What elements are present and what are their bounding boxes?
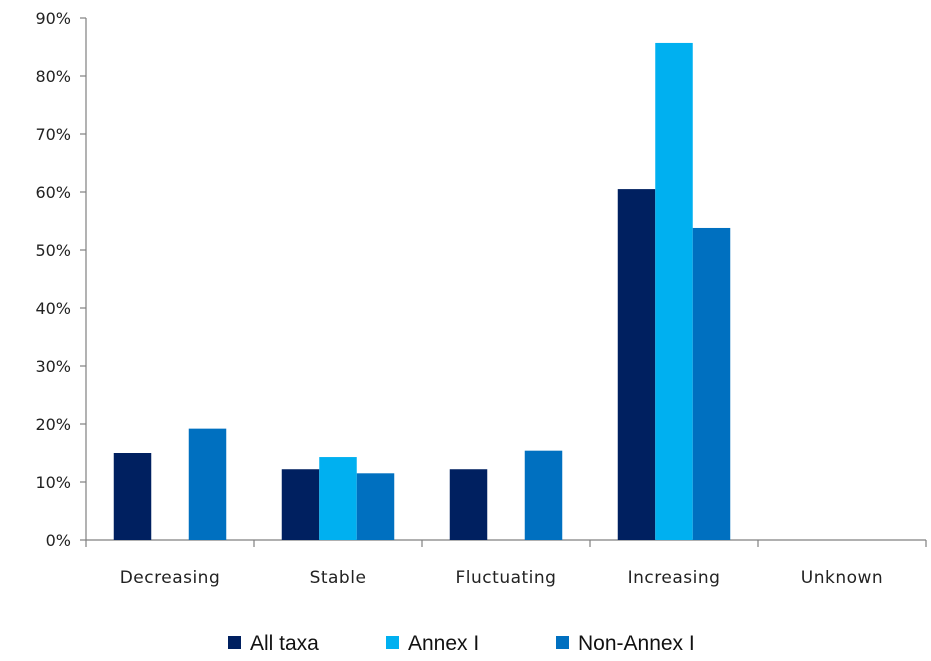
bars xyxy=(113,42,731,540)
y-axis: 0% 10% 20% 30% 40% 50% 60% 70% 80% 90% xyxy=(35,9,87,550)
legend-swatch xyxy=(228,636,241,649)
x-category-label: Unknown xyxy=(801,568,883,588)
y-tick-label: 50% xyxy=(35,241,71,260)
x-category-label: Increasing xyxy=(628,568,721,588)
legend-label: All taxa xyxy=(250,632,319,655)
y-tick-label: 30% xyxy=(35,357,71,376)
bar-non-annex-i xyxy=(356,473,395,540)
x-category-label: Stable xyxy=(310,568,367,588)
bar-annex-i xyxy=(319,457,357,540)
y-tick-label: 70% xyxy=(35,125,71,144)
x-category-label: Decreasing xyxy=(120,568,221,588)
y-tick-label: 80% xyxy=(35,67,71,86)
legend-swatch xyxy=(556,636,569,649)
legend-label: Non-Annex I xyxy=(578,632,695,655)
legend: All taxa Annex I Non-Annex I xyxy=(228,632,695,655)
x-category-label: Fluctuating xyxy=(456,568,557,588)
bar-non-annex-i xyxy=(524,450,563,540)
legend-label: Annex I xyxy=(408,632,479,655)
y-tick-label: 40% xyxy=(35,299,71,318)
bar-all-taxa xyxy=(113,453,152,540)
bar-annex-i xyxy=(655,42,693,540)
y-tick-label: 90% xyxy=(35,9,71,28)
y-tick-label: 60% xyxy=(35,183,71,202)
bar-all-taxa xyxy=(449,469,488,540)
bar-all-taxa xyxy=(617,189,656,540)
bar-all-taxa xyxy=(281,469,320,540)
y-tick-label: 0% xyxy=(46,531,71,550)
y-tick-label: 10% xyxy=(35,473,71,492)
bar-non-annex-i xyxy=(188,428,227,540)
legend-swatch xyxy=(386,636,399,649)
x-axis: Decreasing Stable Fluctuating Increasing Unk… xyxy=(85,539,927,588)
bar-non-annex-i xyxy=(692,227,731,540)
y-tick-label: 20% xyxy=(35,415,71,434)
